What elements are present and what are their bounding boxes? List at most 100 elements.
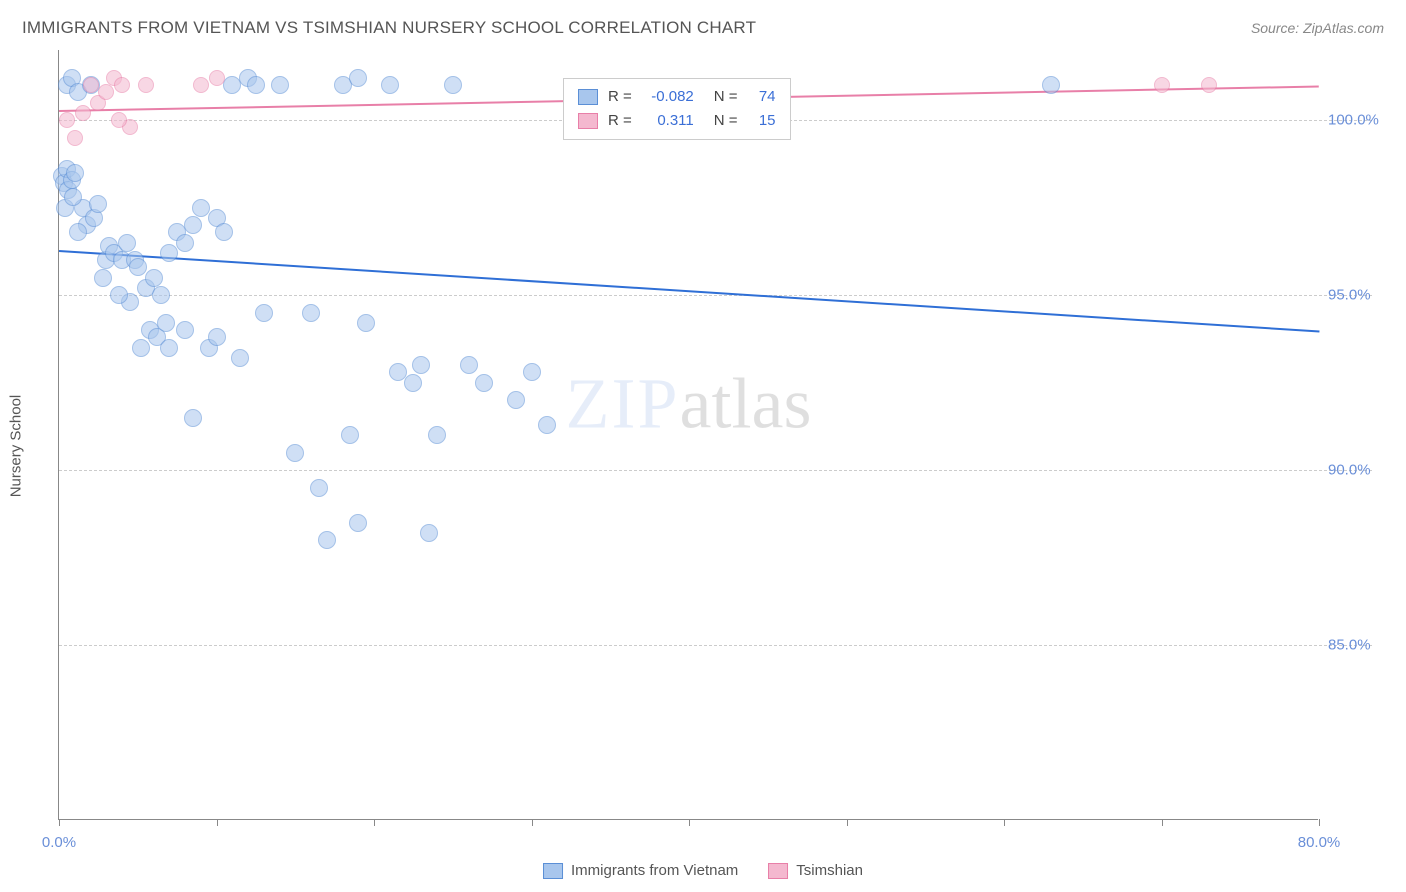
n-value: 15 (748, 109, 776, 133)
x-tick-label: 0.0% (42, 834, 76, 851)
r-label: R = (608, 109, 632, 133)
legend-row: R = 0.311 N = 15 (578, 109, 776, 133)
bottom-legend-item: Tsimshian (768, 862, 863, 879)
data-point (176, 321, 194, 339)
data-point (66, 164, 84, 182)
bottom-legend: Immigrants from Vietnam Tsimshian (543, 862, 863, 879)
data-point (176, 234, 194, 252)
gridline (59, 295, 1372, 296)
bottom-legend-item: Immigrants from Vietnam (543, 862, 738, 879)
scatter-plot: ZIPatlas 85.0%90.0%95.0%100.0%0.0%80.0%R… (58, 50, 1318, 820)
data-point (247, 76, 265, 94)
data-point (118, 234, 136, 252)
data-point (1154, 77, 1170, 93)
legend-row: R = -0.082 N = 74 (578, 85, 776, 109)
legend-swatch (543, 863, 563, 879)
data-point (157, 314, 175, 332)
watermark-atlas: atlas (680, 363, 812, 443)
data-point (310, 479, 328, 497)
data-point (193, 77, 209, 93)
watermark: ZIPatlas (566, 362, 812, 445)
data-point (412, 356, 430, 374)
data-point (83, 77, 99, 93)
data-point (184, 216, 202, 234)
data-point (389, 363, 407, 381)
data-point (138, 77, 154, 93)
x-tick (1319, 819, 1320, 826)
data-point (132, 339, 150, 357)
data-point (507, 391, 525, 409)
gridline (59, 470, 1372, 471)
data-point (67, 130, 83, 146)
n-label: N = (714, 85, 738, 109)
data-point (75, 105, 91, 121)
correlation-legend: R = -0.082 N = 74 R = 0.311 N = 15 (563, 78, 791, 140)
data-point (94, 269, 112, 287)
data-point (59, 112, 75, 128)
data-point (538, 416, 556, 434)
data-point (110, 286, 128, 304)
y-tick-label: 90.0% (1328, 462, 1398, 479)
data-point (129, 258, 147, 276)
data-point (1201, 77, 1217, 93)
data-point (404, 374, 422, 392)
x-tick-label: 80.0% (1298, 834, 1341, 851)
data-point (209, 70, 225, 86)
data-point (420, 524, 438, 542)
data-point (69, 223, 87, 241)
watermark-zip: ZIP (566, 363, 680, 443)
data-point (286, 444, 304, 462)
trend-line (59, 250, 1319, 332)
y-axis-label: Nursery School (8, 395, 25, 498)
r-value: 0.311 (642, 109, 694, 133)
x-tick (1162, 819, 1163, 826)
n-label: N = (714, 109, 738, 133)
data-point (111, 112, 127, 128)
x-tick (217, 819, 218, 826)
legend-swatch (578, 113, 598, 129)
data-point (318, 531, 336, 549)
data-point (444, 76, 462, 94)
title-bar: IMMIGRANTS FROM VIETNAM VS TSIMSHIAN NUR… (22, 18, 1384, 38)
x-tick (1004, 819, 1005, 826)
data-point (271, 76, 289, 94)
data-point (428, 426, 446, 444)
legend-series-label: Immigrants from Vietnam (571, 862, 738, 879)
data-point (160, 339, 178, 357)
chart-title: IMMIGRANTS FROM VIETNAM VS TSIMSHIAN NUR… (22, 18, 756, 38)
data-point (145, 269, 163, 287)
data-point (184, 409, 202, 427)
data-point (381, 76, 399, 94)
gridline (59, 645, 1372, 646)
data-point (152, 286, 170, 304)
data-point (302, 304, 320, 322)
r-label: R = (608, 85, 632, 109)
n-value: 74 (748, 85, 776, 109)
data-point (160, 244, 178, 262)
data-point (255, 304, 273, 322)
x-tick (59, 819, 60, 826)
x-tick (847, 819, 848, 826)
data-point (523, 363, 541, 381)
data-point (114, 77, 130, 93)
source-label: Source: ZipAtlas.com (1251, 20, 1384, 36)
data-point (1042, 76, 1060, 94)
data-point (475, 374, 493, 392)
legend-series-label: Tsimshian (796, 862, 863, 879)
data-point (215, 223, 233, 241)
data-point (357, 314, 375, 332)
data-point (208, 328, 226, 346)
x-tick (689, 819, 690, 826)
data-point (64, 188, 82, 206)
y-tick-label: 85.0% (1328, 637, 1398, 654)
data-point (231, 349, 249, 367)
data-point (89, 195, 107, 213)
y-tick-label: 100.0% (1328, 112, 1398, 129)
data-point (460, 356, 478, 374)
data-point (192, 199, 210, 217)
legend-swatch (768, 863, 788, 879)
r-value: -0.082 (642, 85, 694, 109)
data-point (349, 514, 367, 532)
x-tick (374, 819, 375, 826)
x-tick (532, 819, 533, 826)
